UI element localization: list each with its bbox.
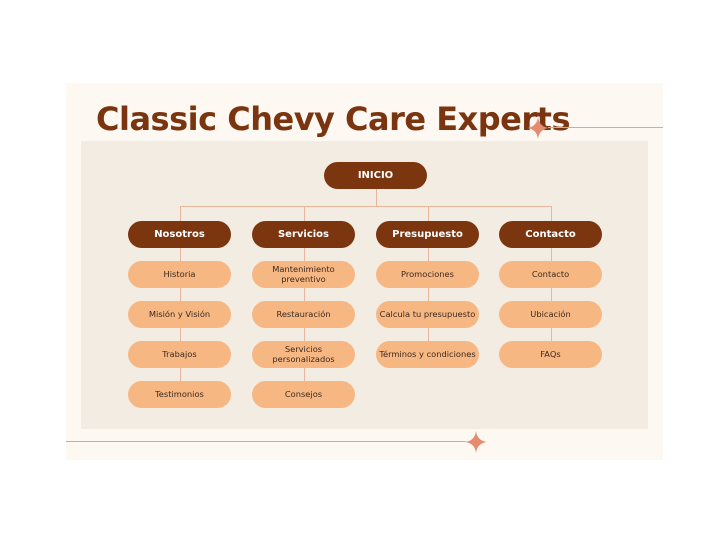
category-node[interactable]: Contacto [499, 221, 602, 248]
root-node[interactable]: INICIO [324, 162, 427, 189]
column-drop-connector [427, 206, 429, 221]
subpage-node[interactable]: Calcula tu presupuesto [376, 301, 479, 328]
subpage-node[interactable]: Mantenimiento preventivo [252, 261, 355, 288]
category-node[interactable]: Nosotros [128, 221, 231, 248]
horizontal-bus-connector [179, 206, 552, 207]
subpage-node[interactable]: Ubicación [499, 301, 602, 328]
category-node[interactable]: Servicios [252, 221, 355, 248]
column-vertical-connector [427, 248, 429, 341]
subpage-node[interactable]: Misión y Visión [128, 301, 231, 328]
column-drop-connector [550, 206, 552, 221]
sparkle-icon [527, 117, 549, 139]
page-title: Classic Chevy Care Experts [96, 100, 570, 138]
subpage-node[interactable]: FAQs [499, 341, 602, 368]
subpage-node[interactable]: Contacto [499, 261, 602, 288]
category-node[interactable]: Presupuesto [376, 221, 479, 248]
subpage-node[interactable]: Promociones [376, 261, 479, 288]
column-drop-connector [179, 206, 181, 221]
subpage-node[interactable]: Trabajos [128, 341, 231, 368]
subpage-node[interactable]: Servicios personalizados [252, 341, 355, 368]
root-connector [375, 189, 377, 206]
column-vertical-connector [550, 248, 552, 341]
bottom-line-decoration [66, 441, 466, 442]
subpage-node[interactable]: Términos y condiciones [376, 341, 479, 368]
column-drop-connector [303, 206, 305, 221]
subpage-node[interactable]: Testimonios [128, 381, 231, 408]
sparkle-icon [465, 431, 487, 453]
subpage-node[interactable]: Consejos [252, 381, 355, 408]
title-underline-decoration [548, 127, 663, 128]
subpage-node[interactable]: Historia [128, 261, 231, 288]
subpage-node[interactable]: Restauración [252, 301, 355, 328]
